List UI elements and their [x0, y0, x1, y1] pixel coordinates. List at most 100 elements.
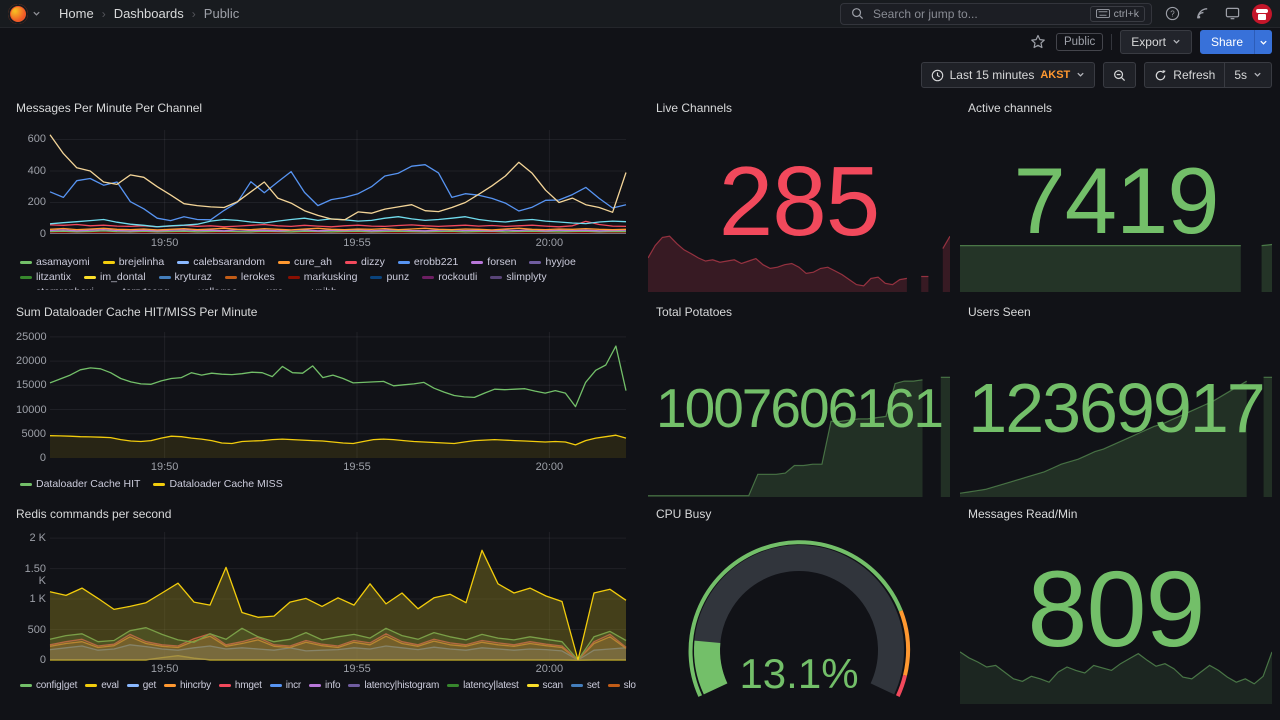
legend-item[interactable]: erobb221 — [397, 256, 458, 268]
legend-color-dash — [84, 275, 97, 279]
y-tick-label: 25000 — [16, 330, 47, 343]
legend-item[interactable]: litzantix — [20, 271, 71, 283]
panel-title[interactable]: Redis commands per second — [16, 507, 172, 521]
legend-item[interactable]: incr — [269, 678, 302, 692]
y-tick-label: 15000 — [16, 379, 47, 392]
legend-item[interactable]: eval — [85, 678, 119, 692]
search-shortcut: ctrl+k — [1089, 5, 1145, 22]
messages-legend: asamayomi brejelinha calebsarandom cure_ah d… — [20, 256, 632, 290]
timezone-label: AKST — [1040, 69, 1071, 81]
nav-right: Search or jump to... ctrl+k ? — [840, 2, 1272, 25]
x-tick-label: 20:00 — [535, 663, 564, 675]
legend-color-dash — [278, 260, 291, 264]
legend-item[interactable]: forsen — [471, 256, 516, 268]
legend-item[interactable]: dizzy — [344, 256, 385, 268]
legend-item[interactable]: info — [309, 678, 341, 692]
user-avatar[interactable] — [1252, 3, 1272, 24]
messages-chart[interactable]: 0 200 400 600 19:50 19:55 20:00 — [16, 130, 630, 250]
redis-legend: config|get eval get hincrby hmget incr info lat… — [20, 678, 636, 692]
legend-item[interactable]: calebsarandom — [177, 256, 265, 268]
legend-item[interactable]: valkyrae — [182, 286, 237, 290]
zoom-out-icon — [1114, 69, 1126, 81]
legend-item[interactable]: kryturaz — [158, 271, 212, 283]
messages-read-sparkline — [960, 651, 1272, 704]
legend-color-dash — [570, 683, 583, 687]
legend-item[interactable]: asamayomi — [20, 256, 90, 268]
legend-item[interactable]: slimplyty — [490, 271, 547, 283]
legend-item[interactable]: starprophexi — [20, 286, 94, 290]
stat-value: 12369917 — [968, 369, 1265, 447]
legend-item[interactable]: xqc — [251, 286, 283, 290]
panel-title[interactable]: CPU Busy — [656, 507, 712, 521]
export-button[interactable]: Export — [1120, 30, 1192, 54]
legend-item[interactable]: config|get — [20, 678, 77, 692]
legend-item[interactable]: markusking — [287, 271, 358, 283]
keyboard-icon — [1095, 9, 1110, 18]
panel-title[interactable]: Sum Dataloader Cache HIT/MISS Per Minute — [16, 305, 258, 319]
y-tick-label: 2 K — [29, 532, 46, 545]
legend-item[interactable]: ynihb — [296, 286, 337, 290]
time-range-picker[interactable]: Last 15 minutes AKST — [922, 63, 1095, 87]
legend-label: markusking — [303, 271, 358, 283]
panel-title[interactable]: Messages Read/Min — [968, 507, 1078, 521]
legend-label: incr — [285, 679, 302, 691]
legend-item[interactable]: rockoutli — [422, 271, 477, 283]
legend-item[interactable]: set — [570, 678, 600, 692]
redis-chart[interactable]: 0 500 1 K 1.50 K 2 K 19:50 19:55 20:00 — [16, 532, 630, 676]
help-icon[interactable]: ? — [1162, 4, 1182, 24]
legend-color-dash — [20, 275, 32, 279]
refresh-button[interactable]: Refresh — [1145, 63, 1224, 87]
news-icon[interactable] — [1192, 4, 1212, 24]
clock-icon — [931, 69, 943, 81]
x-tick-label: 19:50 — [150, 237, 179, 249]
dataloader-chart[interactable]: 0 5000 10000 15000 20000 25000 19:50 19:55 20:00 — [16, 330, 630, 474]
legend-item[interactable]: cure_ah — [278, 256, 332, 268]
legend-item[interactable]: terrytsang — [107, 286, 170, 290]
breadcrumb-home[interactable]: Home — [59, 6, 94, 21]
nav-chevron-icon[interactable] — [32, 5, 41, 23]
legend-item[interactable]: get — [126, 678, 156, 692]
star-icon[interactable] — [1028, 32, 1048, 52]
legend-color-dash — [20, 482, 32, 486]
panel-title[interactable]: Users Seen — [968, 305, 1031, 319]
legend-label: terrytsang — [123, 286, 170, 290]
panel-title[interactable]: Total Potatoes — [656, 305, 733, 319]
legend-item[interactable]: scan — [526, 678, 563, 692]
active-channels-sparkline — [960, 243, 1272, 292]
legend-color-dash — [102, 260, 115, 264]
legend-item[interactable]: hincrby — [164, 678, 211, 692]
grafana-logo[interactable] — [8, 3, 28, 24]
legend-color-dash — [607, 683, 620, 687]
legend-item[interactable]: punz — [370, 271, 409, 283]
legend-item[interactable]: brejelinha — [102, 256, 164, 268]
panel-title[interactable]: Messages Per Minute Per Channel — [16, 101, 203, 115]
legend-item[interactable]: Dataloader Cache MISS — [153, 476, 283, 492]
share-button[interactable]: Share — [1199, 30, 1254, 54]
panel-title[interactable]: Active channels — [968, 101, 1053, 115]
legend-item[interactable]: latency|histogram — [348, 678, 439, 692]
breadcrumb-dashboards[interactable]: Dashboards — [113, 6, 184, 21]
legend-color-dash — [529, 260, 542, 264]
legend-item[interactable]: slowlog|len — [607, 678, 636, 692]
legend-color-dash — [370, 275, 383, 279]
search-input[interactable]: Search or jump to... ctrl+k — [840, 2, 1152, 25]
panel-title[interactable]: Live Channels — [656, 101, 733, 115]
kiosk-monitor-icon[interactable] — [1222, 4, 1242, 24]
legend-item[interactable]: hyyjoe — [529, 256, 576, 268]
legend-item[interactable]: Dataloader Cache HIT — [20, 476, 140, 492]
legend-item[interactable]: im_dontal — [84, 271, 146, 283]
x-tick-label: 19:50 — [150, 461, 179, 473]
legend-item[interactable]: latency|latest — [447, 678, 519, 692]
legend-item[interactable]: lerokes — [224, 271, 275, 283]
stat-value: 809 — [1027, 547, 1205, 669]
legend-item[interactable]: hmget — [218, 678, 262, 692]
chevron-down-icon — [1076, 68, 1085, 82]
y-tick-label: 400 — [27, 164, 46, 177]
share-menu-button[interactable] — [1254, 30, 1272, 54]
panel-live-channels: Live Channels 285 — [648, 96, 950, 292]
refresh-interval-picker[interactable]: 5s — [1225, 63, 1271, 87]
y-tick-label: 600 — [27, 133, 46, 146]
panel-total-potatoes: Total Potatoes 1007606161 — [648, 300, 950, 497]
zoom-out-button[interactable] — [1104, 63, 1135, 87]
